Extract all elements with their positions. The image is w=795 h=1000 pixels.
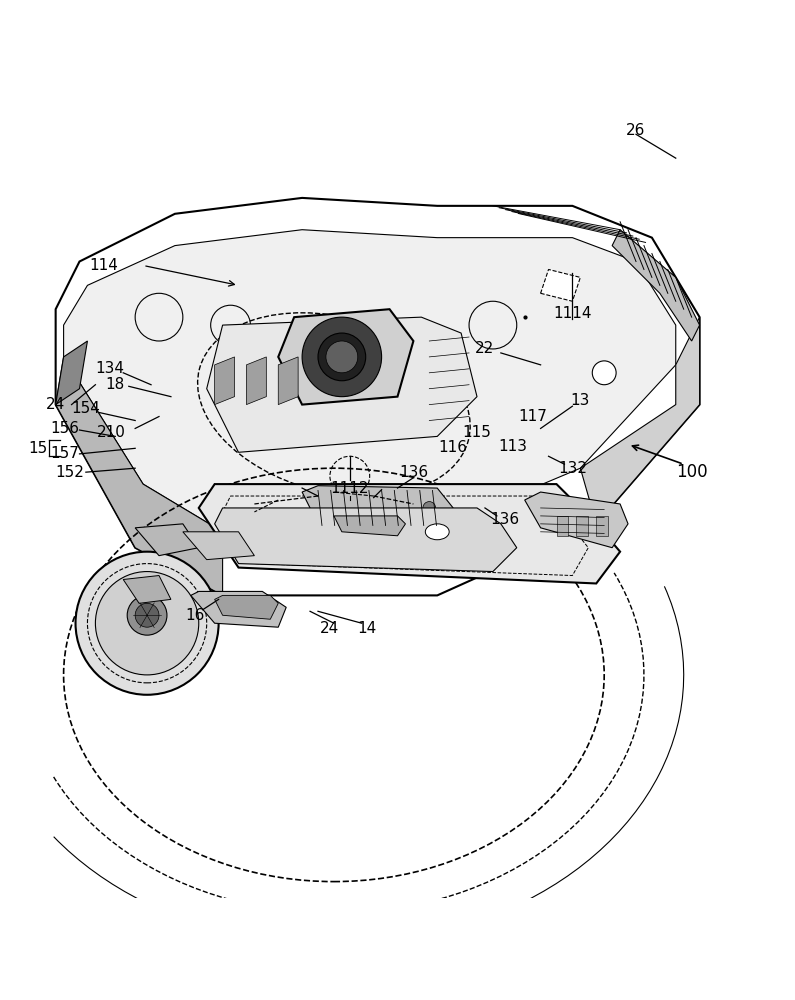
Polygon shape	[64, 230, 676, 532]
Polygon shape	[612, 230, 700, 341]
Polygon shape	[541, 269, 580, 301]
Polygon shape	[215, 508, 517, 572]
Circle shape	[127, 595, 167, 635]
Polygon shape	[191, 591, 286, 627]
Polygon shape	[278, 309, 413, 405]
Text: 115: 115	[463, 425, 491, 440]
Polygon shape	[525, 492, 628, 548]
Circle shape	[318, 333, 366, 381]
Text: 100: 100	[676, 463, 708, 481]
Polygon shape	[318, 492, 382, 516]
Text: 117: 117	[518, 409, 547, 424]
Polygon shape	[56, 357, 223, 595]
Text: 157: 157	[51, 446, 80, 461]
Circle shape	[76, 552, 219, 695]
Polygon shape	[302, 486, 453, 528]
Polygon shape	[596, 516, 608, 536]
Circle shape	[423, 502, 436, 514]
Text: 136: 136	[491, 512, 519, 527]
Text: 154: 154	[72, 401, 100, 416]
Text: 13: 13	[571, 393, 590, 408]
Text: 24: 24	[46, 397, 65, 412]
Text: 210: 210	[97, 425, 126, 440]
Text: 14: 14	[358, 621, 377, 636]
Ellipse shape	[425, 524, 449, 540]
Polygon shape	[580, 317, 700, 524]
Text: 156: 156	[51, 421, 80, 436]
Text: 18: 18	[106, 377, 125, 392]
Text: 132: 132	[558, 461, 587, 476]
Polygon shape	[199, 484, 620, 583]
Text: 26: 26	[626, 123, 646, 138]
Circle shape	[135, 603, 159, 627]
Circle shape	[95, 572, 199, 675]
Circle shape	[326, 341, 358, 373]
Text: 1112: 1112	[331, 481, 369, 496]
Polygon shape	[556, 516, 568, 536]
Text: 134: 134	[95, 361, 124, 376]
Polygon shape	[207, 317, 477, 452]
Text: 24: 24	[320, 621, 339, 636]
Polygon shape	[278, 357, 298, 405]
Polygon shape	[56, 341, 87, 405]
Polygon shape	[135, 524, 199, 556]
Polygon shape	[183, 532, 254, 560]
Polygon shape	[576, 516, 588, 536]
Polygon shape	[246, 357, 266, 405]
Text: 22: 22	[475, 341, 494, 356]
Text: 152: 152	[56, 465, 84, 480]
Text: 114: 114	[89, 258, 118, 273]
Polygon shape	[215, 357, 235, 405]
Text: 116: 116	[439, 440, 467, 455]
Text: 16: 16	[185, 608, 204, 623]
Text: 113: 113	[498, 439, 527, 454]
Polygon shape	[215, 595, 278, 619]
Text: 1114: 1114	[553, 306, 591, 321]
Polygon shape	[334, 516, 405, 536]
Text: 136: 136	[399, 465, 428, 480]
Circle shape	[592, 361, 616, 385]
Text: 15: 15	[29, 441, 48, 456]
Circle shape	[302, 317, 382, 397]
Polygon shape	[123, 576, 171, 603]
